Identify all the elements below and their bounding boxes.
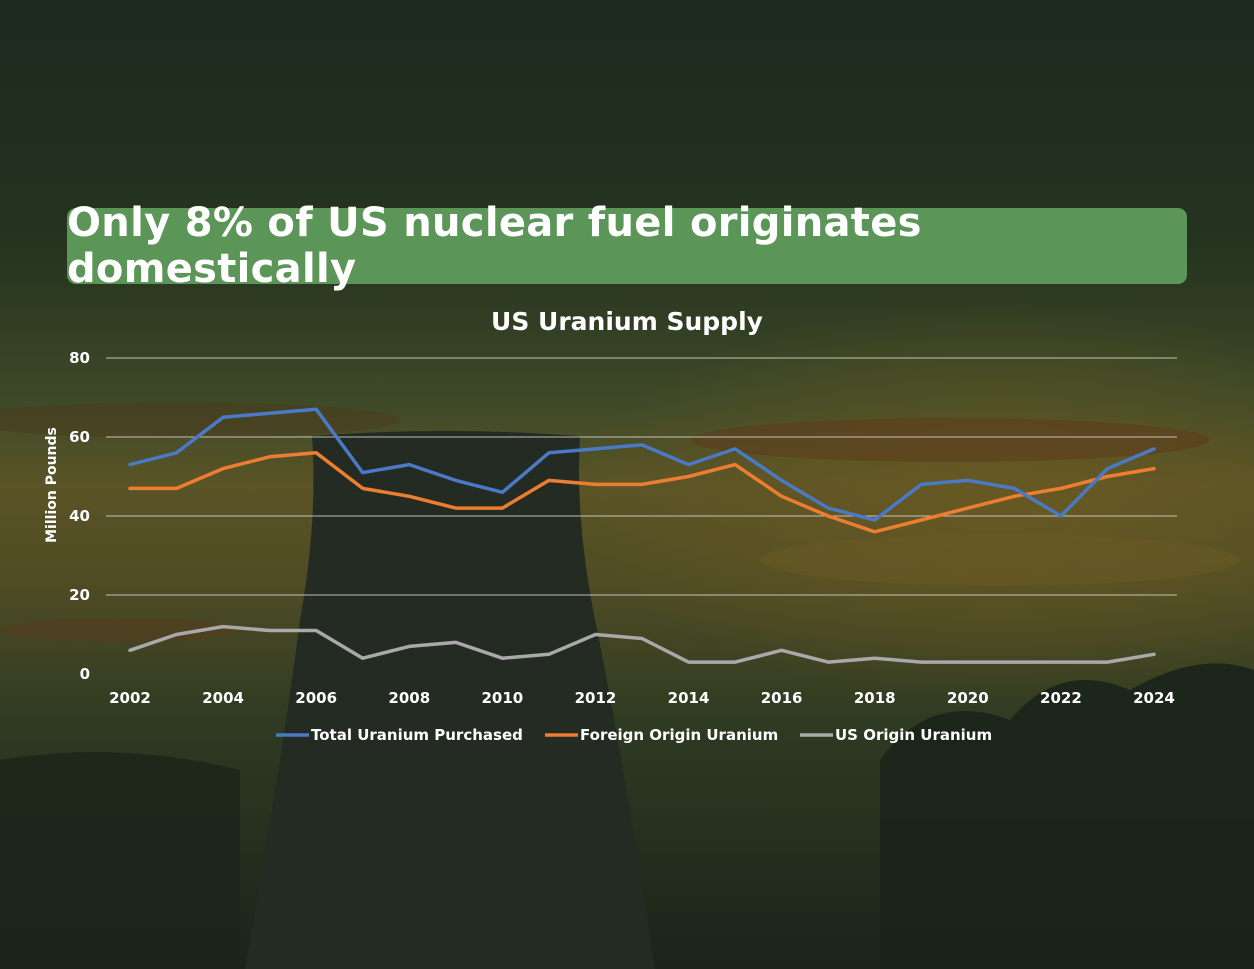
series-line-us bbox=[128, 624, 1156, 664]
cooling-tower-silhouette bbox=[245, 431, 655, 969]
x-tick-2022: 2022 bbox=[1040, 689, 1082, 707]
x-tick-2012: 2012 bbox=[575, 689, 617, 707]
x-tick-2024: 2024 bbox=[1133, 689, 1175, 707]
x-tick-2004: 2004 bbox=[202, 689, 244, 707]
gridlines bbox=[106, 357, 1177, 596]
x-tick-2020: 2020 bbox=[947, 689, 989, 707]
x-tick-labels: 2002 2004 2006 2008 2010 2012 2014 2016 2018 2020… bbox=[109, 689, 1175, 707]
y-axis-label: Million Pounds bbox=[44, 427, 60, 543]
x-tick-2002: 2002 bbox=[109, 689, 151, 707]
x-tick-2016: 2016 bbox=[761, 689, 803, 707]
legend-label-foreign: Foreign Origin Uranium bbox=[580, 726, 778, 744]
headline-text: Only 8% of US nuclear fuel originates do… bbox=[67, 200, 922, 292]
series-line-foreign bbox=[128, 451, 1156, 534]
x-tick-2008: 2008 bbox=[388, 689, 430, 707]
y-tick-labels: 0 20 40 60 80 bbox=[69, 349, 90, 683]
series-lines bbox=[128, 407, 1156, 664]
y-tick-0: 0 bbox=[80, 665, 90, 683]
series-line-total bbox=[128, 407, 1156, 522]
legend-label-us: US Origin Uranium bbox=[835, 726, 992, 744]
legend-label-total: Total Uranium Purchased bbox=[311, 726, 523, 744]
y-tick-80: 80 bbox=[69, 349, 90, 367]
x-tick-2010: 2010 bbox=[481, 689, 523, 707]
legend: Total Uranium Purchased Foreign Origin Ur… bbox=[276, 726, 992, 744]
y-tick-40: 40 bbox=[69, 507, 90, 525]
y-tick-20: 20 bbox=[69, 586, 90, 604]
headline-banner: Only 8% of US nuclear fuel originates do… bbox=[67, 200, 1187, 292]
chart-title: US Uranium Supply bbox=[491, 307, 763, 336]
x-tick-2018: 2018 bbox=[854, 689, 896, 707]
y-tick-60: 60 bbox=[69, 428, 90, 446]
x-tick-2014: 2014 bbox=[668, 689, 710, 707]
x-tick-2006: 2006 bbox=[295, 689, 337, 707]
